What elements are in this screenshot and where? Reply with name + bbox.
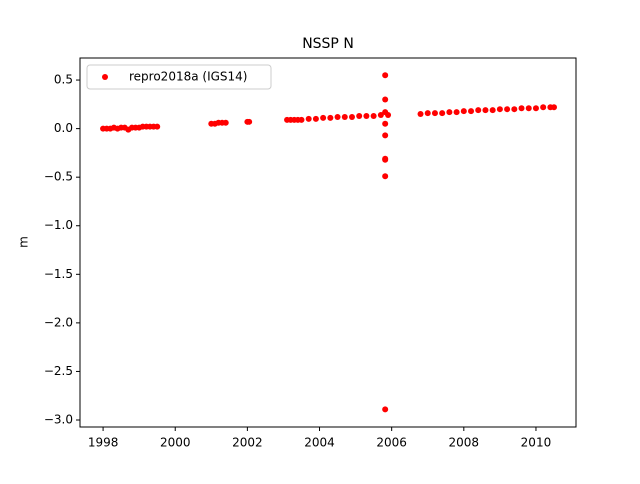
x-tick-label: 2000 xyxy=(160,436,191,450)
point xyxy=(382,120,389,127)
point xyxy=(460,108,467,115)
point xyxy=(382,156,389,163)
point xyxy=(489,107,496,114)
point xyxy=(431,110,438,117)
x-tick-label: 2004 xyxy=(304,436,335,450)
point xyxy=(305,115,312,122)
y-tick-label: 0.0 xyxy=(54,121,73,135)
point xyxy=(496,106,503,113)
x-tick-label: 2002 xyxy=(232,436,263,450)
plot-frame xyxy=(79,57,577,428)
point xyxy=(320,114,327,121)
y-tick-label: −0.5 xyxy=(44,170,73,184)
point xyxy=(504,106,511,113)
y-axis-label: m xyxy=(17,236,31,248)
point xyxy=(222,119,229,126)
point xyxy=(550,104,557,111)
point xyxy=(341,113,348,120)
point xyxy=(540,104,547,111)
y-tick-label: −1.5 xyxy=(44,267,73,281)
y-tick-label: 0.5 xyxy=(54,73,73,87)
point xyxy=(417,111,424,118)
point xyxy=(424,110,431,117)
point xyxy=(482,107,489,114)
y-tick-label: −2.5 xyxy=(44,364,73,378)
point xyxy=(382,132,389,139)
point xyxy=(377,112,384,119)
point xyxy=(475,107,482,114)
point xyxy=(532,105,539,112)
point xyxy=(511,106,518,113)
point xyxy=(382,96,389,103)
point xyxy=(446,109,453,116)
point xyxy=(382,72,389,79)
legend-label: repro2018a (IGS14) xyxy=(129,70,247,84)
legend-marker xyxy=(102,74,108,80)
point xyxy=(382,173,389,180)
point xyxy=(363,112,370,119)
point xyxy=(382,406,389,413)
legend-box xyxy=(86,64,272,90)
y-tick-label: −2.0 xyxy=(44,315,73,329)
point xyxy=(439,110,446,117)
point xyxy=(382,109,389,116)
legend: repro2018a (IGS14) xyxy=(86,64,272,90)
point xyxy=(468,108,475,115)
y-tick-label: −3.0 xyxy=(44,413,73,427)
point xyxy=(370,112,377,119)
x-tick-label: 1998 xyxy=(88,436,119,450)
point xyxy=(298,116,305,123)
point xyxy=(327,114,334,121)
point xyxy=(525,105,532,112)
x-tick-label: 2010 xyxy=(521,436,552,450)
chart-title: NSSP N xyxy=(302,36,354,52)
point xyxy=(334,113,341,120)
point xyxy=(453,109,460,116)
x-tick-label: 2006 xyxy=(376,436,407,450)
point xyxy=(154,123,161,130)
point xyxy=(348,113,355,120)
point xyxy=(356,112,363,119)
point xyxy=(518,105,525,112)
point xyxy=(246,118,253,125)
y-tick-label: −1.0 xyxy=(44,218,73,232)
point xyxy=(312,115,319,122)
x-tick-label: 2008 xyxy=(449,436,480,450)
